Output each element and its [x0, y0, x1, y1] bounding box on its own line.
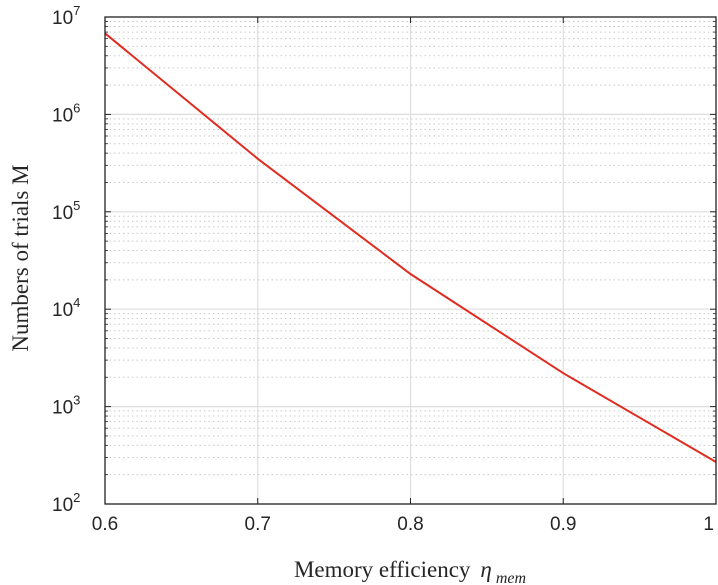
y-tick-label: 105	[52, 198, 80, 224]
axes-box	[104, 16, 717, 505]
y-tick-label-base: 10	[52, 300, 73, 321]
y-tick-label: 106	[52, 100, 80, 126]
x-axis-label: Memory efficiency η mem	[294, 557, 526, 585]
x-tick-label: 0.6	[92, 514, 118, 535]
x-tick-labels: 0.6 0.7 0.8 0.9 1	[92, 514, 714, 535]
y-tick-label-exponent: 3	[73, 393, 80, 408]
x-tick-label: 1	[703, 514, 714, 535]
x-axis-label-text: Memory efficiency	[294, 557, 471, 582]
y-tick-label: 107	[52, 3, 80, 29]
x-tick-label: 0.8	[397, 514, 423, 535]
series-layer	[104, 32, 717, 463]
major-grid	[104, 16, 717, 505]
x-tick-label: 0.9	[550, 514, 576, 535]
y-tick-label-base: 10	[52, 495, 73, 516]
y-tick-label-exponent: 4	[73, 295, 80, 310]
y-tick-label-base: 10	[52, 398, 73, 419]
minor-grid	[105, 20, 716, 476]
y-tick-label-exponent: 6	[73, 100, 80, 115]
x-tick-label: 0.7	[245, 514, 271, 535]
x-axis-label-subscript: mem	[496, 570, 526, 585]
y-tick-label-base: 10	[52, 203, 73, 224]
y-tick-label: 103	[52, 393, 80, 419]
series-line	[104, 32, 717, 463]
x-axis-label-symbol: η	[480, 557, 491, 582]
y-axis-label: Numbers of trials M	[8, 164, 33, 351]
y-tick-label: 104	[52, 295, 80, 321]
y-tick-label-exponent: 7	[73, 3, 80, 18]
y-tick-label-base: 10	[52, 105, 73, 126]
y-tick-label-base: 10	[52, 8, 73, 29]
y-tick-label-exponent: 5	[73, 198, 80, 213]
y-tick-label-exponent: 2	[73, 490, 80, 505]
y-tick-label: 102	[52, 490, 80, 516]
